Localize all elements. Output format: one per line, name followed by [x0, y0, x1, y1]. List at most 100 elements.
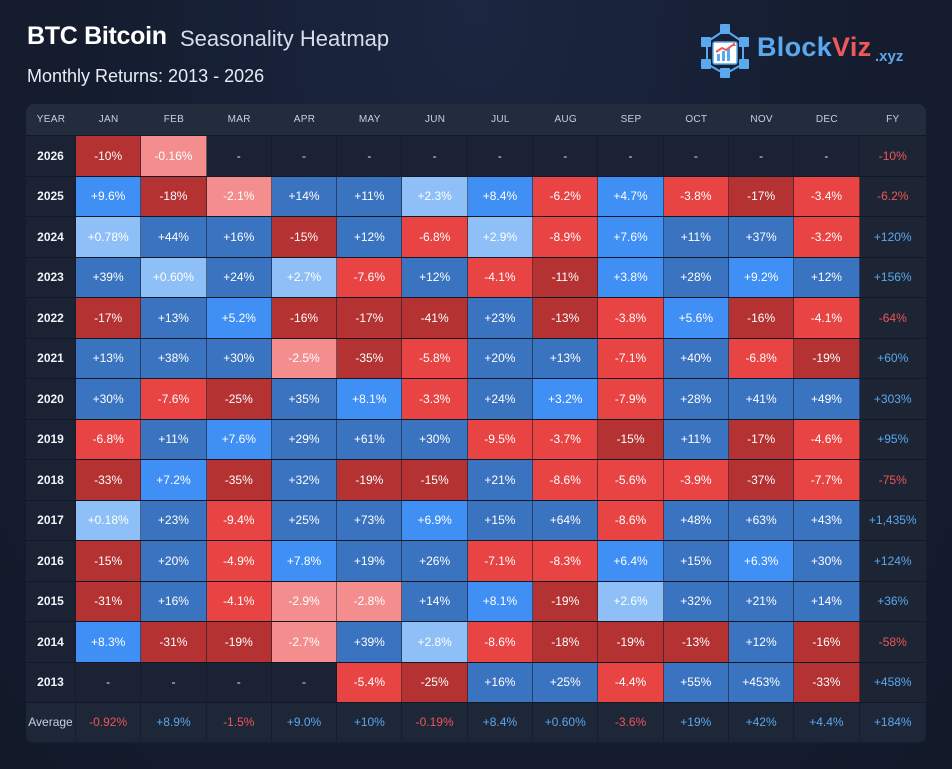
heatmap-cell-2014-feb[interactable]: -31%	[141, 622, 207, 662]
heatmap-cell-2017-apr[interactable]: +25%	[271, 500, 338, 540]
heatmap-cell-2013-oct[interactable]: +55%	[663, 662, 729, 702]
heatmap-cell-2013-sep[interactable]: -4.4%	[598, 662, 664, 702]
heatmap-cell-2017-mar[interactable]: -9.4%	[206, 500, 272, 540]
heatmap-cell-2021-aug[interactable]: +13%	[533, 338, 599, 378]
heatmap-cell-2023-feb[interactable]: +0.60%	[141, 257, 207, 297]
heatmap-cell-2026-aug[interactable]: -	[533, 136, 599, 176]
heatmap-cell-2025-jul[interactable]: +8.4%	[467, 176, 534, 216]
heatmap-cell-2015-jan[interactable]: -31%	[76, 581, 142, 621]
heatmap-cell-2015-aug[interactable]: -19%	[533, 581, 599, 621]
heatmap-cell-2026-jul[interactable]: -	[467, 136, 534, 176]
heatmap-cell-2014-sep[interactable]: -19%	[598, 622, 664, 662]
heatmap-cell-2026-jan[interactable]: -10%	[76, 136, 142, 176]
heatmap-cell-2016-jun[interactable]: +26%	[402, 541, 468, 581]
heatmap-cell-2025-aug[interactable]: -6.2%	[533, 176, 599, 216]
heatmap-cell-2015-jun[interactable]: +14%	[402, 581, 468, 621]
fy-total-cell[interactable]: +60%	[859, 338, 926, 378]
heatmap-cell-2022-feb[interactable]: +13%	[141, 298, 207, 338]
heatmap-cell-2016-may[interactable]: +19%	[337, 541, 403, 581]
heatmap-cell-2026-may[interactable]: -	[337, 136, 403, 176]
heatmap-cell-2023-mar[interactable]: +24%	[206, 257, 272, 297]
heatmap-cell-2015-mar[interactable]: -4.1%	[206, 581, 272, 621]
heatmap-cell-2023-jan[interactable]: +39%	[76, 257, 142, 297]
heatmap-cell-2017-oct[interactable]: +48%	[663, 500, 729, 540]
heatmap-cell-2024-jun[interactable]: -6.8%	[402, 217, 468, 257]
heatmap-cell-2017-aug[interactable]: +64%	[533, 500, 599, 540]
column-header-year[interactable]: YEAR	[36, 114, 66, 125]
column-header-feb[interactable]: FEB	[163, 114, 185, 125]
heatmap-cell-2023-jun[interactable]: +12%	[402, 257, 468, 297]
heatmap-cell-2021-nov[interactable]: -6.8%	[728, 338, 795, 378]
heatmap-cell-2023-sep[interactable]: +3.8%	[598, 257, 664, 297]
column-header-jun[interactable]: JUN	[424, 114, 446, 125]
heatmap-cell-2015-apr[interactable]: -2.9%	[271, 581, 338, 621]
heatmap-cell-2026-feb[interactable]: -0.16%	[141, 136, 207, 176]
heatmap-cell-2023-dec[interactable]: +12%	[794, 257, 860, 297]
heatmap-cell-2024-feb[interactable]: +44%	[141, 217, 207, 257]
heatmap-cell-2026-apr[interactable]: -	[271, 136, 338, 176]
heatmap-cell-2025-sep[interactable]: +4.7%	[598, 176, 664, 216]
heatmap-cell-2021-dec[interactable]: -19%	[794, 338, 860, 378]
heatmap-cell-2023-oct[interactable]: +28%	[663, 257, 729, 297]
heatmap-cell-2021-jul[interactable]: +20%	[467, 338, 534, 378]
heatmap-cell-2017-sep[interactable]: -8.6%	[598, 500, 664, 540]
column-header-mar[interactable]: MAR	[227, 114, 251, 125]
heatmap-cell-2021-may[interactable]: -35%	[337, 338, 403, 378]
heatmap-cell-2018-jun[interactable]: -15%	[402, 460, 468, 500]
heatmap-cell-2014-aug[interactable]: -18%	[533, 622, 599, 662]
heatmap-cell-2020-aug[interactable]: +3.2%	[533, 379, 599, 419]
heatmap-cell-2021-mar[interactable]: +30%	[206, 338, 272, 378]
column-header-nov[interactable]: NOV	[750, 114, 773, 125]
heatmap-cell-2018-aug[interactable]: -8.6%	[533, 460, 599, 500]
heatmap-cell-2026-sep[interactable]: -	[598, 136, 664, 176]
heatmap-cell-2013-apr[interactable]: -	[271, 662, 338, 702]
heatmap-cell-2026-mar[interactable]: -	[206, 136, 272, 176]
heatmap-cell-2013-mar[interactable]: -	[206, 662, 272, 702]
heatmap-cell-2019-nov[interactable]: -17%	[728, 419, 795, 459]
heatmap-cell-2022-dec[interactable]: -4.1%	[794, 298, 860, 338]
heatmap-cell-2014-mar[interactable]: -19%	[206, 622, 272, 662]
heatmap-cell-2019-may[interactable]: +61%	[337, 419, 403, 459]
heatmap-cell-2015-dec[interactable]: +14%	[794, 581, 860, 621]
heatmap-cell-2019-jun[interactable]: +30%	[402, 419, 468, 459]
heatmap-cell-2017-jul[interactable]: +15%	[467, 500, 534, 540]
heatmap-cell-2025-feb[interactable]: -18%	[141, 176, 207, 216]
heatmap-cell-2022-oct[interactable]: +5.6%	[663, 298, 729, 338]
column-header-fy[interactable]: FY	[886, 114, 900, 125]
heatmap-cell-2019-mar[interactable]: +7.6%	[206, 419, 272, 459]
heatmap-cell-2014-oct[interactable]: -13%	[663, 622, 729, 662]
heatmap-cell-2019-dec[interactable]: -4.6%	[794, 419, 860, 459]
fy-total-cell[interactable]: +303%	[859, 379, 926, 419]
heatmap-cell-2021-sep[interactable]: -7.1%	[598, 338, 664, 378]
heatmap-cell-2021-feb[interactable]: +38%	[141, 338, 207, 378]
heatmap-cell-2019-oct[interactable]: +11%	[663, 419, 729, 459]
heatmap-cell-2016-feb[interactable]: +20%	[141, 541, 207, 581]
heatmap-cell-2019-jan[interactable]: -6.8%	[76, 419, 142, 459]
heatmap-cell-2014-may[interactable]: +39%	[337, 622, 403, 662]
heatmap-cell-2016-dec[interactable]: +30%	[794, 541, 860, 581]
fy-total-cell[interactable]: +156%	[859, 257, 926, 297]
heatmap-cell-2024-oct[interactable]: +11%	[663, 217, 729, 257]
column-header-jan[interactable]: JAN	[98, 114, 119, 125]
fy-total-cell[interactable]: +36%	[859, 581, 926, 621]
heatmap-cell-2022-apr[interactable]: -16%	[271, 298, 338, 338]
heatmap-cell-2018-sep[interactable]: -5.6%	[598, 460, 664, 500]
heatmap-cell-2018-jul[interactable]: +21%	[467, 460, 534, 500]
heatmap-cell-2021-apr[interactable]: -2.5%	[271, 338, 338, 378]
heatmap-cell-2024-mar[interactable]: +16%	[206, 217, 272, 257]
fy-total-cell[interactable]: +124%	[859, 541, 926, 581]
fy-total-cell[interactable]: -64%	[859, 298, 926, 338]
column-header-aug[interactable]: AUG	[554, 114, 578, 125]
heatmap-cell-2016-mar[interactable]: -4.9%	[206, 541, 272, 581]
heatmap-cell-2013-jun[interactable]: -25%	[402, 662, 468, 702]
heatmap-cell-2025-apr[interactable]: +14%	[271, 176, 338, 216]
heatmap-cell-2023-jul[interactable]: -4.1%	[467, 257, 534, 297]
heatmap-cell-2022-mar[interactable]: +5.2%	[206, 298, 272, 338]
column-header-may[interactable]: MAY	[358, 114, 381, 125]
heatmap-cell-2025-nov[interactable]: -17%	[728, 176, 795, 216]
heatmap-cell-2017-jun[interactable]: +6.9%	[402, 500, 468, 540]
heatmap-cell-2023-aug[interactable]: -11%	[533, 257, 599, 297]
heatmap-cell-2021-jan[interactable]: +13%	[76, 338, 142, 378]
heatmap-cell-2022-aug[interactable]: -13%	[533, 298, 599, 338]
heatmap-cell-2015-may[interactable]: -2.8%	[337, 581, 403, 621]
